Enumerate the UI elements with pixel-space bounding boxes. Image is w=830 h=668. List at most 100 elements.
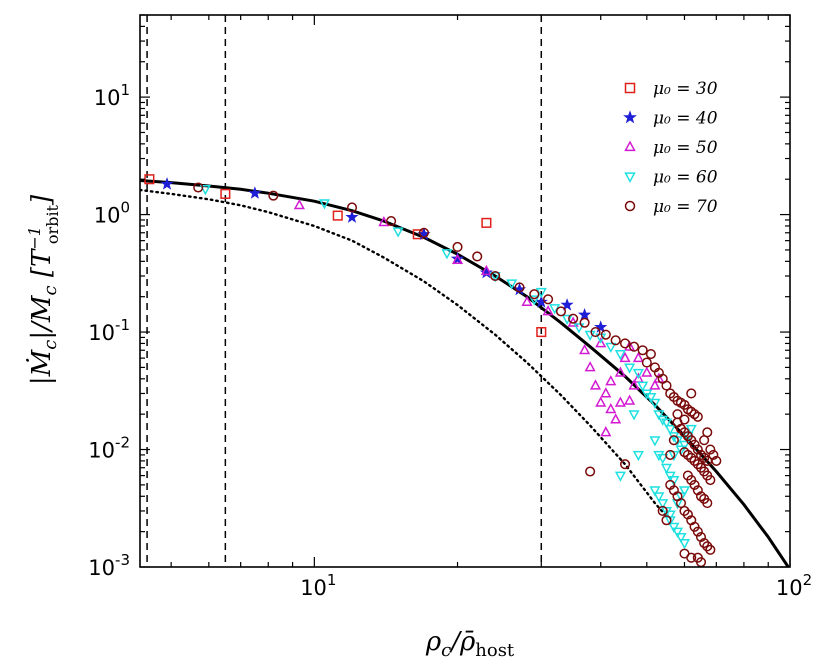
data-point-triangle-down [660, 463, 673, 475]
data-point-circle [641, 357, 652, 368]
data-point-triangle-up [619, 351, 631, 363]
model-curves [140, 179, 790, 567]
x-axis-title: ρc/ρ̄host [425, 627, 515, 661]
y-axis-title: |Ṁc|/Mc [T−1orbit] [25, 194, 62, 385]
data-point-triangle-up [605, 402, 617, 414]
data-point-circle [689, 479, 700, 490]
data-point-circle [555, 306, 567, 317]
y-tick-label: 10-3 [88, 551, 130, 580]
legend-label: μ₀ = 50 [653, 138, 718, 158]
data-point-circle [672, 409, 683, 420]
data-point-circle [702, 427, 713, 438]
data-point-circle [705, 544, 716, 555]
data-point-circle [657, 505, 668, 517]
data-point-star [248, 186, 262, 199]
data-point-square [332, 210, 343, 221]
data-point-circle [668, 435, 679, 446]
data-point-circle [386, 216, 397, 227]
data-point-circle [686, 552, 697, 563]
data-point-circle [679, 414, 690, 425]
data-point-circle [661, 515, 672, 526]
data-point-circle [645, 348, 656, 360]
data-points [144, 174, 722, 567]
y-tick-label: 10-2 [88, 434, 130, 463]
data-point-triangle-down [649, 486, 661, 497]
data-point-triangle-down [657, 499, 669, 510]
plot-frame [139, 14, 791, 568]
data-point-circle [543, 294, 554, 305]
data-point-circle [692, 485, 703, 496]
data-point-star [560, 298, 574, 311]
axis-ticks [140, 14, 791, 568]
data-point-square [624, 82, 636, 94]
x-tick-label: 101 [300, 571, 336, 600]
data-point-triangle-up [579, 343, 591, 355]
legend-item: μ₀ = 50 [624, 138, 718, 158]
data-point-triangle-down [645, 393, 657, 404]
data-point-triangle-up [542, 305, 554, 316]
data-point-triangle-down [632, 450, 644, 462]
data-point-triangle-down [664, 424, 676, 436]
data-point-circle [705, 444, 716, 455]
data-point-circle [665, 449, 676, 460]
data-point-triangle-down [605, 342, 617, 354]
data-point-triangle-down [653, 410, 665, 421]
data-point-triangle-up [624, 340, 636, 351]
data-point-circle [637, 345, 648, 356]
legend-label: μ₀ = 60 [653, 168, 718, 188]
data-point-circle [695, 531, 707, 543]
data-point-triangle-up [628, 379, 640, 390]
data-point-triangle-up [610, 413, 622, 424]
data-point-triangle-down [649, 436, 661, 447]
data-point-triangle-down [653, 450, 665, 462]
data-point-triangle-up [584, 361, 596, 372]
data-point-triangle-up [632, 351, 644, 363]
data-point-triangle-down [685, 424, 697, 436]
series-circle [193, 182, 722, 567]
data-point-square [220, 188, 231, 199]
data-point-star [417, 227, 431, 240]
data-point-triangle-down [489, 272, 501, 283]
legend-item: μ₀ = 70 [624, 197, 718, 217]
data-point-triangle-down [637, 381, 649, 392]
dotted-curve [140, 188, 668, 518]
data-point-triangle-down [573, 323, 585, 334]
data-point-triangle-down [628, 410, 640, 421]
data-point-triangle-down [671, 527, 684, 538]
data-point-triangle-up [614, 366, 626, 377]
data-point-triangle-up [595, 396, 607, 407]
data-point-circle [699, 537, 710, 549]
legend: μ₀ = 30 μ₀ = 40 μ₀ = 50 μ₀ = 60 μ₀ = 70 [623, 79, 718, 217]
data-point-square [481, 217, 492, 228]
series-triangle-down [199, 185, 697, 550]
svg-text:ρc/ρ̄host: ρc/ρ̄host [425, 627, 515, 661]
data-point-star [623, 110, 637, 124]
x-tick-label: 102 [776, 571, 812, 600]
data-point-triangle-down [653, 492, 665, 503]
legend-item: μ₀ = 30 [624, 79, 718, 99]
data-point-triangle-up [378, 215, 390, 227]
data-point-circle [619, 459, 631, 470]
series-star [160, 177, 608, 333]
data-point-triangle-up [451, 253, 464, 265]
data-point-triangle-down [318, 199, 330, 210]
data-point-circle [708, 449, 719, 460]
data-point-circle [514, 282, 525, 293]
data-point-square [144, 174, 155, 185]
data-point-star [345, 210, 359, 223]
data-point-triangle-up [624, 394, 636, 405]
y-tick-label: 100 [94, 199, 130, 228]
legend-label: μ₀ = 30 [653, 79, 718, 99]
data-point-circle [568, 313, 579, 324]
data-point-triangle-up [641, 366, 653, 377]
data-point-circle [686, 388, 697, 399]
data-point-star [534, 294, 548, 308]
data-point-circle [590, 327, 601, 338]
data-point-triangle-down [614, 350, 626, 361]
data-point-circle [452, 241, 463, 253]
data-point-triangle-up [600, 426, 612, 437]
svg-text:|Ṁc|/Mc [T−1orbit]: |Ṁc|/Mc [T−1orbit] [25, 194, 62, 385]
data-point-triangle-down [614, 471, 626, 482]
data-point-circle [699, 452, 710, 463]
